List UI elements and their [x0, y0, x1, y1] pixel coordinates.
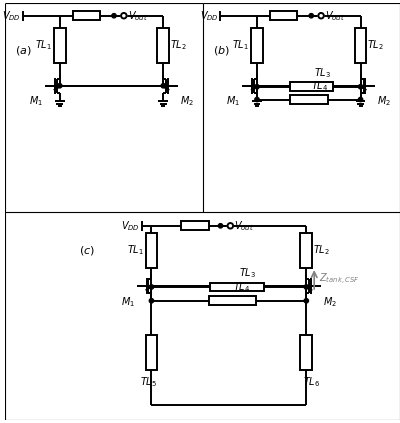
Circle shape — [358, 85, 363, 89]
Text: $V_{out}$: $V_{out}$ — [325, 9, 345, 22]
Circle shape — [304, 299, 308, 303]
Circle shape — [304, 285, 308, 289]
Text: $TL_4$: $TL_4$ — [311, 79, 328, 93]
Circle shape — [255, 97, 259, 102]
Text: $V_{DD}$: $V_{DD}$ — [200, 9, 218, 22]
Circle shape — [358, 97, 363, 102]
Text: $TL_1$: $TL_1$ — [232, 38, 249, 52]
Text: $Z_{tank,CSF}$: $Z_{tank,CSF}$ — [319, 272, 360, 287]
Bar — [146, 335, 157, 370]
Circle shape — [149, 285, 154, 289]
Text: $TL_2$: $TL_2$ — [170, 38, 187, 52]
Text: $TL_3$: $TL_3$ — [239, 266, 256, 280]
Bar — [209, 297, 256, 305]
Circle shape — [121, 13, 126, 19]
Text: $TL_2$: $TL_2$ — [368, 38, 384, 52]
Bar — [270, 11, 298, 20]
Text: $V_{out}$: $V_{out}$ — [234, 219, 254, 233]
Bar — [251, 27, 263, 63]
Text: $TL_4$: $TL_4$ — [233, 280, 250, 294]
Circle shape — [318, 13, 324, 19]
Bar — [157, 27, 169, 63]
Text: $TL_6$: $TL_6$ — [302, 375, 320, 389]
Circle shape — [149, 299, 154, 303]
Text: $M_1$: $M_1$ — [29, 95, 43, 108]
Text: $(b)$: $(b)$ — [213, 44, 230, 57]
Text: $V_{DD}$: $V_{DD}$ — [121, 219, 140, 233]
Circle shape — [255, 85, 259, 89]
Circle shape — [112, 14, 116, 18]
Bar — [72, 11, 100, 20]
Bar — [300, 233, 312, 268]
Text: $M_2$: $M_2$ — [323, 295, 337, 309]
Text: $M_2$: $M_2$ — [377, 95, 391, 108]
Circle shape — [161, 84, 166, 88]
Text: $TL_3$: $TL_3$ — [314, 66, 331, 80]
Bar — [290, 82, 334, 91]
Text: $TL_1$: $TL_1$ — [35, 38, 52, 52]
Circle shape — [228, 223, 233, 228]
Circle shape — [58, 84, 62, 88]
Circle shape — [309, 14, 314, 18]
Text: $M_1$: $M_1$ — [121, 295, 135, 309]
Text: $TL_2$: $TL_2$ — [313, 244, 330, 257]
Bar — [210, 283, 264, 291]
Bar — [355, 27, 366, 63]
Text: $(a)$: $(a)$ — [15, 44, 32, 57]
Bar — [146, 233, 157, 268]
Circle shape — [218, 224, 223, 228]
Bar — [54, 27, 66, 63]
Text: $TL_5$: $TL_5$ — [140, 375, 157, 389]
Bar — [181, 221, 209, 230]
Text: $TL_1$: $TL_1$ — [126, 244, 144, 257]
Text: $M_2$: $M_2$ — [180, 95, 194, 108]
Text: $V_{out}$: $V_{out}$ — [128, 9, 148, 22]
Bar — [300, 335, 312, 370]
Text: $(c)$: $(c)$ — [80, 244, 95, 257]
Text: $M_1$: $M_1$ — [226, 95, 240, 108]
Text: $V_{DD}$: $V_{DD}$ — [2, 9, 21, 22]
Bar — [290, 95, 328, 104]
